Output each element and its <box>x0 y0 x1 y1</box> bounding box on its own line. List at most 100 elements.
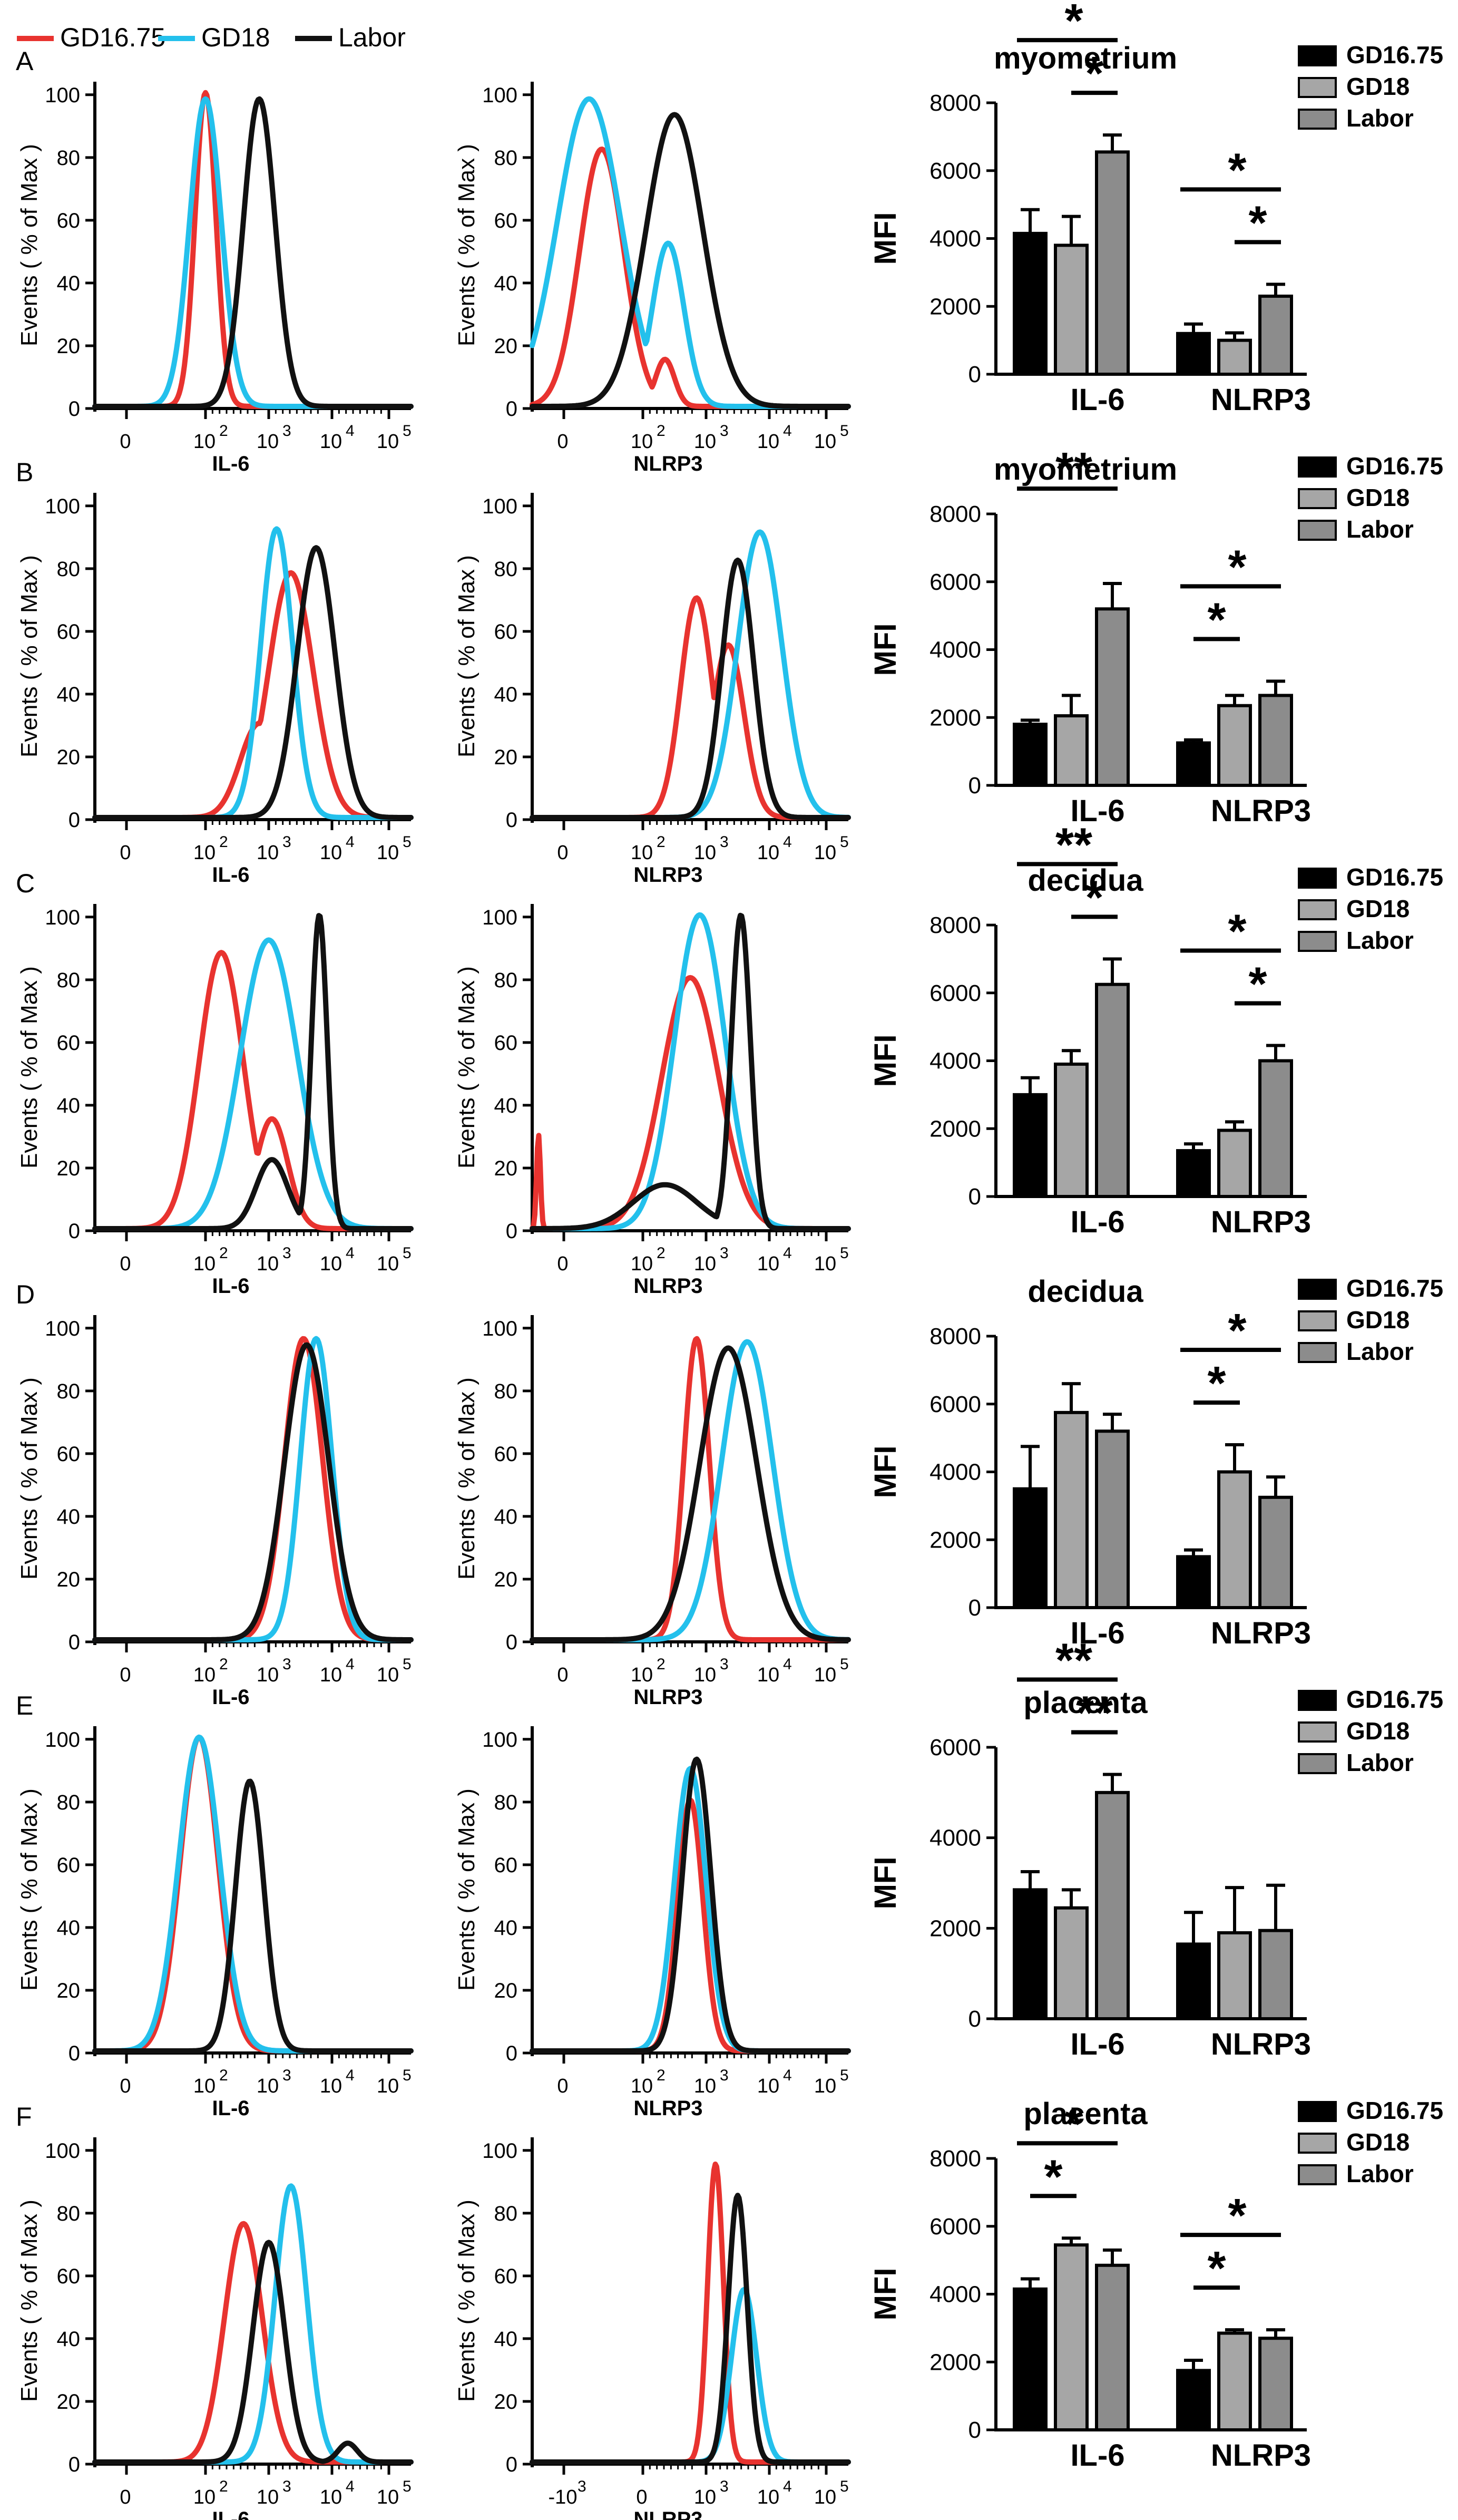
bar-legend-label: GD18 <box>1346 1306 1410 1334</box>
x-tick-exponent: 4 <box>346 2478 355 2495</box>
bar-legend-label: GD18 <box>1346 73 1410 100</box>
bar-gd16.75 <box>1013 231 1048 376</box>
x-tick-label: 10 <box>377 431 399 453</box>
y-tick-label: 0 <box>69 1220 80 1243</box>
x-tick-exponent: 2 <box>219 2478 228 2495</box>
x-tick-label: 10 <box>814 431 836 453</box>
bar-labor <box>1095 150 1130 376</box>
x-tick-label: 10 <box>257 1253 279 1275</box>
x-tick-label: 0 <box>120 842 131 864</box>
bar-legend-swatch-labor <box>1298 109 1337 130</box>
bar-gd18 <box>1217 338 1252 376</box>
x-tick-label: 10 <box>193 842 216 864</box>
x-tick-exponent: 4 <box>346 1656 355 1673</box>
y-tick-label: 60 <box>57 620 81 644</box>
bar-y-axis-label: MFI <box>868 1446 903 1499</box>
x-tick-label: 10 <box>257 1664 279 1686</box>
y-axis-label: Events ( % of Max ) <box>16 1377 42 1580</box>
y-axis-label: Events ( % of Max ) <box>16 966 42 1169</box>
bar-category-label: IL-6 <box>1070 383 1124 417</box>
bar-gd16.75 <box>1013 1487 1048 1609</box>
x-tick-label: -10 <box>549 2486 578 2508</box>
bar-labor <box>1095 1429 1130 1609</box>
significance-star: * <box>1228 2190 1246 2242</box>
histogram-curve-labor <box>92 2240 414 2465</box>
y-tick-label: 80 <box>494 1380 518 1403</box>
bar-y-axis-label: MFI <box>868 1857 903 1910</box>
significance-star: * <box>1044 2151 1062 2203</box>
x-tick-label: 10 <box>631 842 653 864</box>
x-tick-label: 10 <box>193 1253 216 1275</box>
x-tick-label: 0 <box>120 2486 131 2508</box>
x-axis-label: IL-6 <box>212 2508 249 2520</box>
bar-y-tick-label: 8000 <box>929 912 981 938</box>
x-axis-label: IL-6 <box>212 452 249 475</box>
histogram-curve-labor <box>530 112 851 409</box>
y-tick-label: 0 <box>69 397 80 421</box>
x-tick-exponent: 3 <box>720 833 729 851</box>
histogram-curve-gd18 <box>530 912 851 1231</box>
error-bar <box>1225 1443 1244 1472</box>
y-tick-label: 100 <box>45 495 80 518</box>
bar-legend-swatch-labor <box>1298 520 1337 541</box>
bar-legend-swatch-gd18 <box>1298 1721 1337 1743</box>
bar-legend-label: Labor <box>1346 1749 1414 1776</box>
y-tick-label: 20 <box>494 1979 518 2002</box>
x-tick-label: 0 <box>120 1253 131 1275</box>
bar-y-tick-label: 8000 <box>929 1324 981 1349</box>
x-tick-label: 10 <box>320 2486 342 2508</box>
x-tick-label: 10 <box>694 2075 716 2097</box>
x-tick-exponent: 5 <box>403 2067 412 2084</box>
bar-labor <box>1258 2337 1293 2431</box>
x-tick-label: 0 <box>557 2075 568 2097</box>
significance-star: * <box>1085 47 1103 100</box>
significance-star: * <box>1085 871 1103 924</box>
bar-y-tick-label: 8000 <box>929 90 981 116</box>
y-tick-label: 40 <box>494 272 518 295</box>
x-tick-exponent: 4 <box>783 422 792 440</box>
y-tick-label: 60 <box>57 209 81 232</box>
error-bar <box>1266 2328 1285 2339</box>
bar-y-tick-label: 2000 <box>929 1116 981 1142</box>
bar-chart-title: decidua <box>1028 863 1143 898</box>
y-tick-label: 0 <box>69 2042 80 2065</box>
panel-letter: C <box>16 869 35 898</box>
x-tick-label: 10 <box>377 1664 399 1686</box>
x-tick-label: 10 <box>757 1253 779 1275</box>
bar-y-tick-label: 0 <box>968 362 981 387</box>
x-tick-label: 0 <box>557 431 568 453</box>
bar-y-axis-label: MFI <box>868 212 903 265</box>
histogram-curve-labor <box>92 913 414 1231</box>
x-tick-exponent: 4 <box>346 2067 355 2084</box>
bar-legend-label: GD16.75 <box>1346 41 1443 69</box>
y-tick-label: 60 <box>494 1854 518 1877</box>
y-tick-label: 20 <box>494 746 518 769</box>
significance-star: * <box>1248 197 1267 249</box>
error-bar <box>1062 2236 1081 2245</box>
error-bar <box>1184 322 1203 334</box>
y-tick-label: 20 <box>57 1568 81 1591</box>
bar-category-label: NLRP3 <box>1211 2027 1311 2061</box>
x-tick-exponent: 5 <box>840 833 849 851</box>
bar-category-label: NLRP3 <box>1211 2438 1311 2473</box>
bar-gd16.75 <box>1176 1942 1211 2020</box>
y-tick-label: 100 <box>45 2139 80 2163</box>
bar-legend-label: Labor <box>1346 927 1414 954</box>
bar-labor <box>1095 607 1130 787</box>
bar-gd16.75 <box>1013 1888 1048 2020</box>
bar-category-label: IL-6 <box>1070 2438 1124 2473</box>
bar-chart-title: myometrium <box>994 452 1177 487</box>
x-tick-label: 10 <box>257 842 279 864</box>
x-tick-label: 10 <box>320 1253 342 1275</box>
bar-y-tick-label: 2000 <box>929 1915 981 1941</box>
error-bar <box>1103 957 1122 985</box>
error-bar <box>1225 331 1244 340</box>
y-tick-label: 60 <box>57 1032 81 1055</box>
histogram-curve-labor <box>530 557 851 820</box>
x-tick-label: 10 <box>814 842 836 864</box>
y-tick-label: 0 <box>69 809 80 832</box>
